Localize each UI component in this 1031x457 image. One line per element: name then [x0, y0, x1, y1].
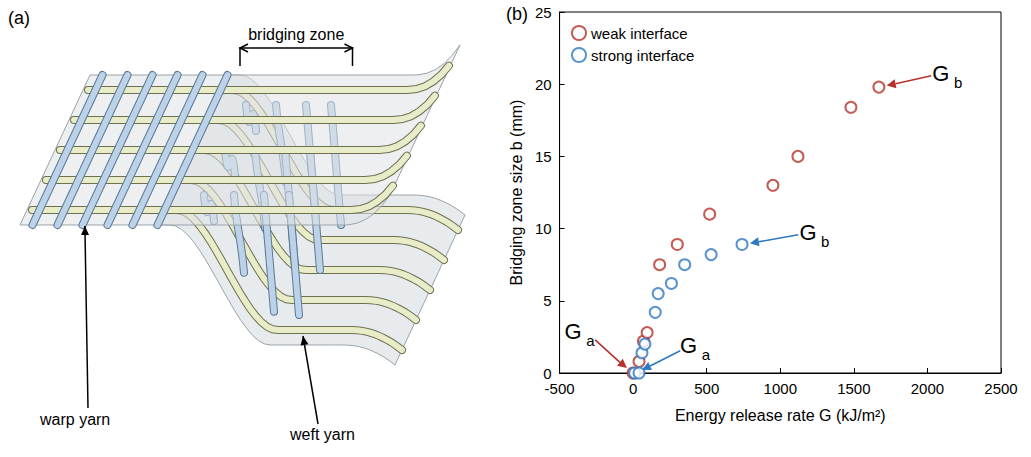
- svg-text:15: 15: [535, 148, 552, 165]
- svg-text:a: a: [702, 346, 711, 363]
- svg-text:bridging zone: bridging zone: [248, 26, 344, 43]
- svg-text:1500: 1500: [837, 380, 870, 397]
- svg-text:weak interface: weak interface: [590, 25, 688, 42]
- svg-text:5: 5: [543, 292, 551, 309]
- svg-text:b: b: [821, 233, 829, 250]
- svg-text:0: 0: [543, 365, 551, 382]
- svg-text:a: a: [586, 332, 595, 349]
- svg-text:10: 10: [535, 220, 552, 237]
- svg-text:G: G: [565, 319, 582, 344]
- svg-text:2000: 2000: [911, 380, 944, 397]
- svg-text:-500: -500: [545, 380, 575, 397]
- svg-text:(a): (a): [8, 8, 30, 28]
- svg-text:weft yarn: weft yarn: [289, 426, 355, 443]
- svg-text:G: G: [799, 220, 816, 245]
- svg-text:strong interface: strong interface: [591, 47, 694, 64]
- svg-text:G: G: [680, 333, 697, 358]
- svg-text:warp yarn: warp yarn: [39, 411, 110, 428]
- svg-text:1000: 1000: [764, 380, 797, 397]
- svg-text:Bridging zone size b (mm): Bridging zone size b (mm): [508, 100, 525, 286]
- svg-text:25: 25: [535, 4, 552, 21]
- svg-text:500: 500: [694, 380, 719, 397]
- svg-text:Energy release rate G (kJ/m²): Energy release rate G (kJ/m²): [675, 407, 886, 424]
- svg-text:20: 20: [535, 76, 552, 93]
- svg-text:G: G: [932, 61, 949, 86]
- svg-text:b: b: [954, 74, 962, 91]
- html-text:(b): (b): [506, 4, 528, 24]
- svg-text:2500: 2500: [984, 380, 1017, 397]
- svg-text:0: 0: [629, 380, 637, 397]
